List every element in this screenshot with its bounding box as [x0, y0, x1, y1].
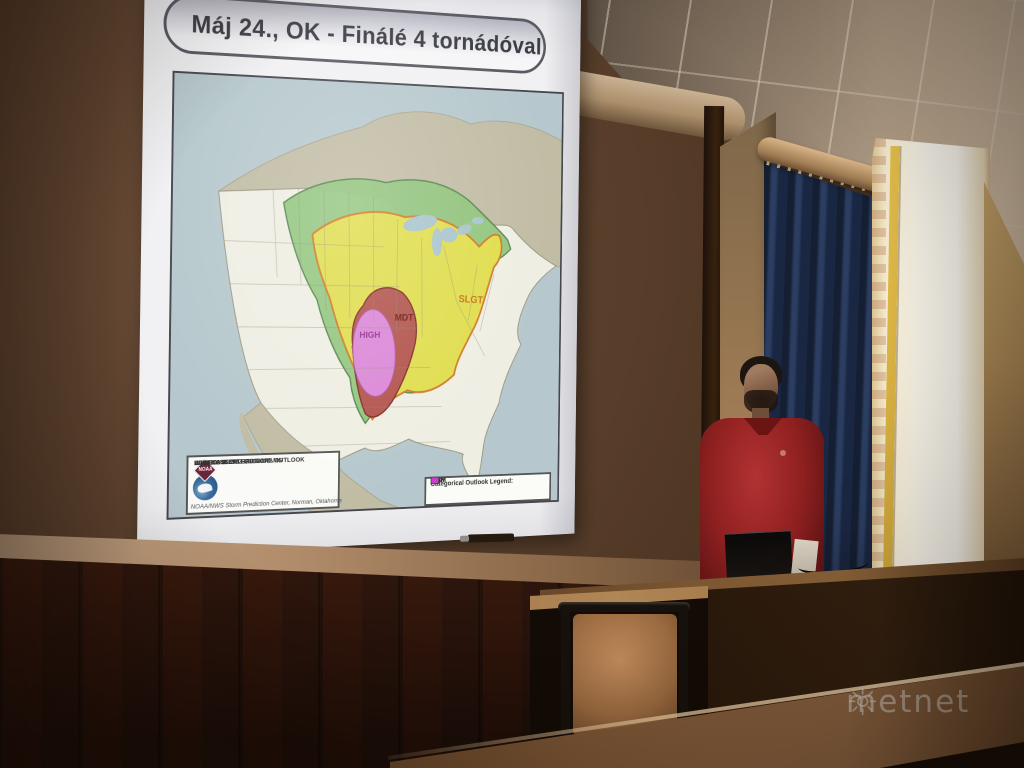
- projector-glow: [136, 0, 582, 558]
- sun-icon: ☼: [846, 680, 880, 724]
- chair: [558, 596, 694, 768]
- handle-tip: [459, 535, 470, 542]
- shirt-logo: [780, 450, 786, 456]
- high-label: HIGH: [359, 329, 380, 340]
- chair-frame-top: [558, 602, 690, 612]
- chair-frame-left: [561, 606, 570, 758]
- slgt-label: SLGT: [458, 294, 483, 307]
- watermark-text: metnet: [846, 684, 971, 720]
- mdt-label: MDT: [395, 313, 414, 323]
- outlook-map-svg: SLGT MDT HIGH: [168, 72, 564, 520]
- slide: Máj 24., OK - Finálé 4 tornádóval: [136, 0, 582, 558]
- chair-frame-right: [679, 608, 688, 760]
- shirt-collar: [744, 418, 782, 435]
- screen-pull-handle: [459, 533, 515, 543]
- us-outlook-map: SLGT MDT HIGH NOAA SPC DAY 1 CATEGORICAL…: [166, 70, 564, 520]
- projection-screen: Máj 24., OK - Finálé 4 tornádóval: [136, 0, 582, 558]
